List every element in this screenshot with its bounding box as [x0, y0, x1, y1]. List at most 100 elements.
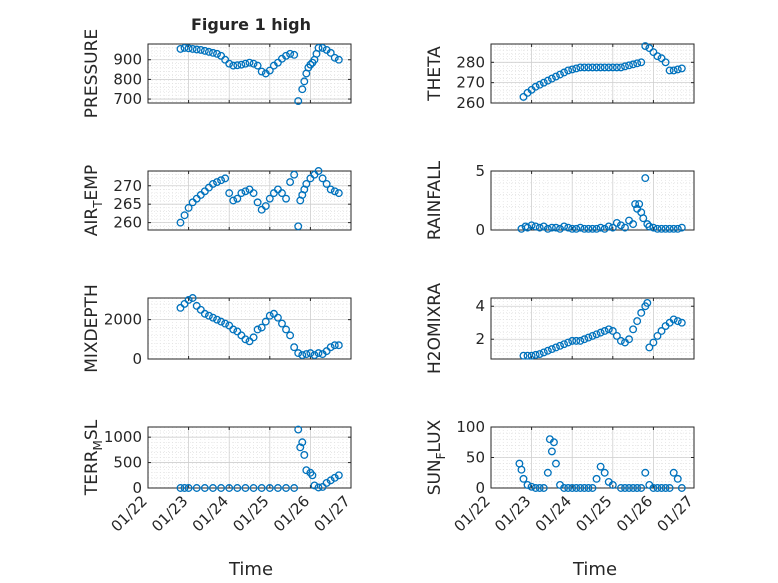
data-point: [535, 350, 544, 359]
y-tick-label: 260: [456, 94, 485, 112]
subplot-6: 2 4 H2OMIXRA: [425, 283, 695, 374]
data-point: [572, 484, 581, 492]
data-point: [334, 55, 343, 64]
data-point: [592, 474, 601, 483]
y-tick-label: 800: [113, 70, 142, 88]
data-point: [637, 484, 646, 492]
data-point: [543, 346, 552, 355]
data-point: [314, 349, 323, 358]
data-point: [209, 484, 217, 492]
axes-box: [147, 297, 352, 360]
data-point: [229, 61, 238, 70]
y-tick-label: 500: [113, 454, 142, 472]
data-point: [596, 63, 605, 72]
data-point: [633, 484, 642, 492]
data-point: [257, 323, 266, 332]
data-point: [535, 484, 544, 492]
data-point: [269, 309, 278, 318]
data-point: [318, 43, 327, 52]
data-point: [200, 46, 209, 55]
y-axis-label: MIXDEPTH: [82, 284, 102, 373]
data-point: [592, 330, 601, 339]
data-point: [225, 189, 234, 198]
data-point: [517, 465, 526, 474]
data-point: [261, 317, 270, 326]
data-point: [282, 194, 290, 203]
data-point: [645, 343, 654, 352]
data-point: [653, 331, 662, 340]
data-point: [600, 224, 609, 233]
data-point: [245, 58, 254, 67]
data-point: [322, 478, 331, 487]
data-point: [580, 224, 589, 233]
data-point: [257, 484, 266, 492]
data-point: [633, 59, 642, 68]
data-point: [673, 224, 682, 233]
data-point: [641, 42, 650, 50]
data-point: [643, 298, 652, 307]
data-point: [649, 338, 658, 347]
data-point: [233, 194, 242, 203]
data-point: [278, 189, 286, 198]
data-point: [278, 319, 286, 328]
data-point: [616, 221, 625, 230]
data-point: [653, 52, 662, 61]
data-point: [523, 351, 532, 360]
y-axis-label: THETA: [425, 46, 445, 102]
data-point: [600, 468, 609, 477]
data-point: [294, 222, 303, 231]
data-point: [265, 194, 274, 203]
data-point: [625, 61, 633, 70]
data-point: [249, 189, 258, 198]
data-point: [527, 482, 536, 491]
y-tick-label: 2000: [104, 311, 142, 329]
y-tick-label: 260: [113, 214, 142, 232]
figure-title: Figure 1 high: [191, 15, 311, 34]
y-axis-label: RAINFALL: [425, 160, 445, 240]
data-point: [188, 44, 197, 53]
data-point: [519, 474, 528, 483]
data-point: [290, 343, 299, 352]
data-point: [560, 68, 569, 77]
data-point: [318, 174, 327, 183]
y-tick-label: 265: [113, 195, 142, 213]
data-point: [184, 44, 193, 53]
y-axis-label: SUNFLUX: [425, 419, 448, 495]
data-point: [665, 484, 674, 492]
data-point: [547, 345, 556, 354]
data-point: [633, 317, 642, 326]
data-point: [596, 328, 605, 337]
data-point: [608, 223, 617, 232]
y-axis-label-subscript: M: [91, 440, 105, 450]
data-point: [547, 223, 556, 232]
data-point: [306, 349, 315, 358]
data-point: [184, 203, 193, 212]
data-point: [539, 222, 548, 231]
data-point: [286, 331, 295, 340]
data-point: [552, 343, 560, 352]
data-point: [180, 299, 189, 308]
data-point: [334, 471, 343, 480]
data-point: [661, 224, 670, 233]
data-point: [645, 222, 654, 231]
data-point: [282, 325, 290, 334]
data-point: [616, 336, 625, 345]
data-point: [326, 476, 335, 485]
y-axis-label: H2OMIXRA: [425, 283, 445, 374]
y-tick-label: 4: [475, 297, 485, 315]
data-point: [547, 447, 556, 456]
data-point: [249, 59, 258, 68]
data-point: [282, 484, 290, 492]
y-tick-label: 0: [132, 479, 142, 497]
data-point: [225, 321, 234, 330]
data-point: [653, 484, 662, 492]
data-point: [588, 224, 597, 233]
data-point: [657, 54, 666, 63]
data-point: [552, 459, 560, 468]
data-point: [334, 341, 343, 350]
data-point: [326, 343, 335, 352]
data-point: [584, 484, 593, 492]
data-point: [527, 221, 536, 230]
data-point: [180, 43, 189, 52]
